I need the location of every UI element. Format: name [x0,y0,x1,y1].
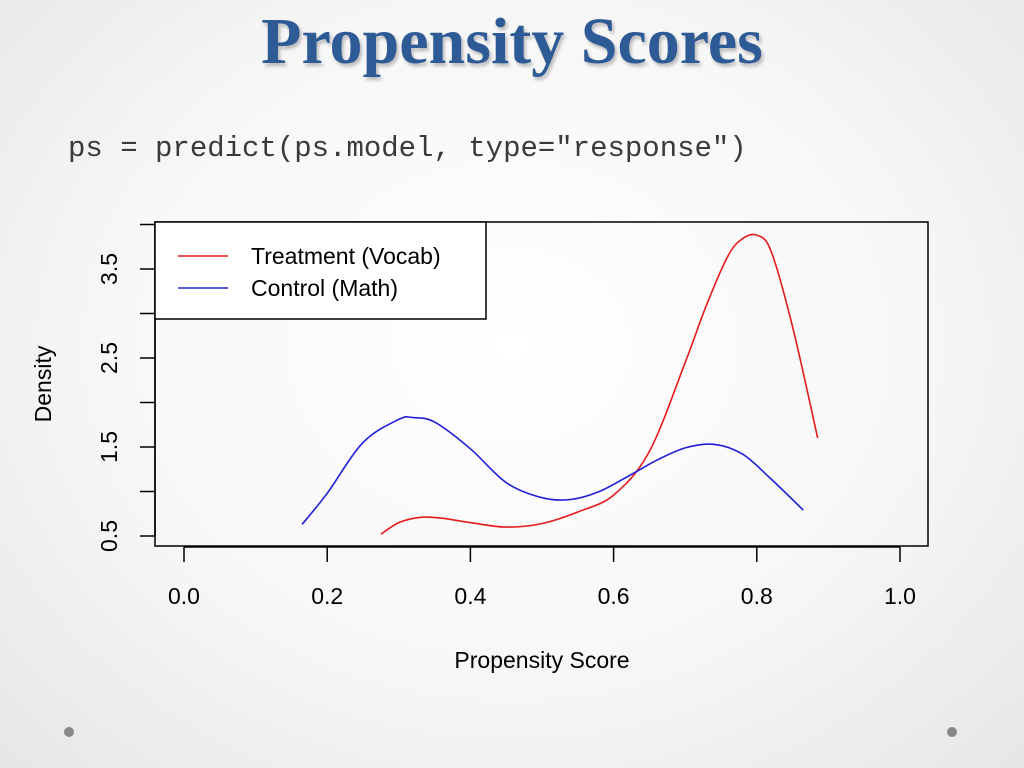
y-tick-label: 1.5 [96,431,122,463]
x-tick-label: 0.8 [741,583,773,609]
x-tick-label: 0.2 [311,583,343,609]
y-axis-label: Density [30,345,56,422]
x-tick-label: 0.4 [454,583,486,609]
bottom-right-dot [947,727,957,737]
series-layer [301,233,819,535]
series-line-control [301,416,804,525]
code-snippet: ps = predict(ps.model, type="response") [68,132,747,165]
y-axis: 0.5 1.5 2.5 3.5 [96,223,156,552]
x-axis: 0.0 0.2 0.4 0.6 0.8 1.0 [168,546,916,609]
y-tick-label: 0.5 [96,520,122,552]
x-axis-label: Propensity Score [454,647,629,673]
x-tick-label: 1.0 [884,583,916,609]
bottom-left-dot [64,727,74,737]
legend-label: Treatment (Vocab) [251,243,441,269]
x-tick-label: 0.6 [598,583,630,609]
series-line-treatment [380,233,819,535]
legend-box [154,221,487,320]
y-tick-label: 2.5 [96,342,122,374]
x-tick-label: 0.0 [168,583,200,609]
slide-title: Propensity Scores [261,5,763,78]
legend-label: Control (Math) [251,275,398,301]
y-tick-label: 3.5 [96,253,122,285]
legend: Treatment (Vocab) Control (Math) [154,221,487,320]
